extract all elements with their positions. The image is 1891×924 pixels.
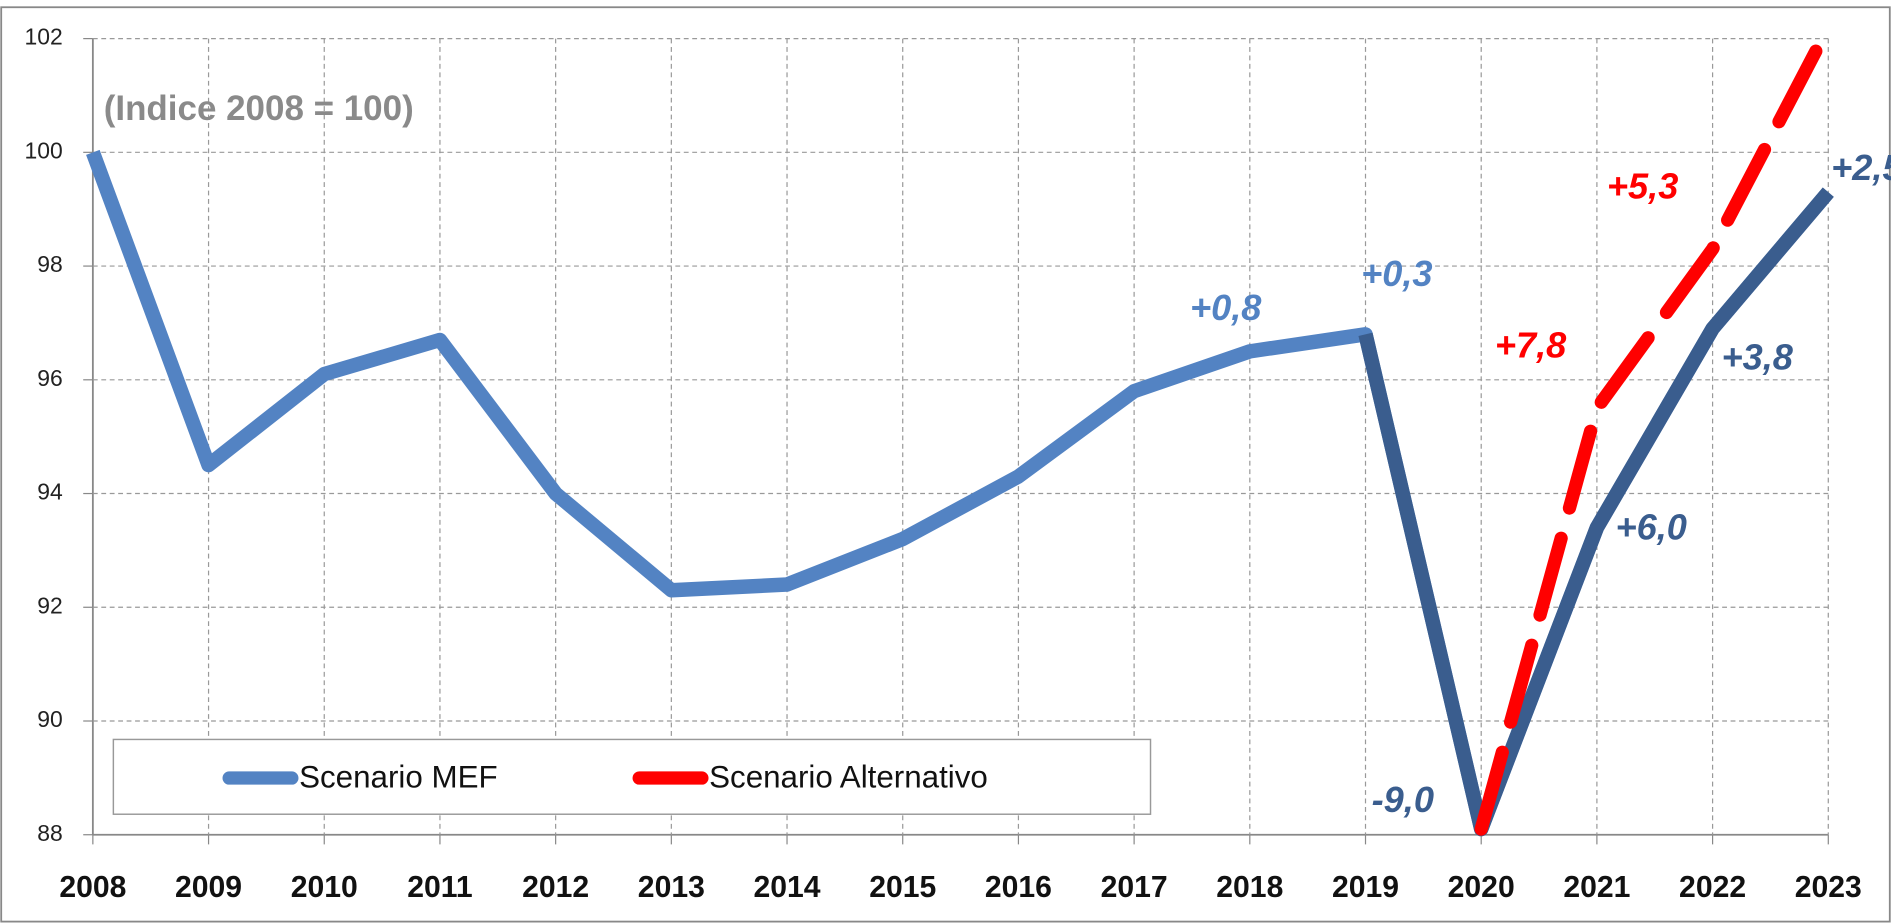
data-label: +2,5: [1831, 147, 1891, 188]
y-tick-label: 88: [37, 820, 62, 846]
y-tick-label: 96: [37, 365, 62, 391]
x-tick-label: 2019: [1332, 871, 1399, 904]
y-tick-label: 102: [24, 24, 62, 50]
data-label: +4,1: [1744, 0, 1815, 1]
legend-label: Scenario MEF: [299, 760, 498, 795]
data-label: +6,0: [1615, 507, 1686, 548]
frame: [0, 6, 1891, 923]
x-tick-label: 2017: [1101, 871, 1168, 904]
data-label: +0,3: [1361, 253, 1432, 294]
x-tick-label: 2008: [59, 871, 126, 904]
x-tick-label: 2012: [522, 871, 589, 904]
data-label: +3,8: [1722, 337, 1794, 378]
data-label: +5,3: [1607, 165, 1678, 206]
x-tick-label: 2020: [1448, 871, 1515, 904]
x-tick-label: 2021: [1563, 871, 1630, 904]
y-tick-label: 98: [37, 251, 62, 277]
y-tick-label: 100: [24, 137, 62, 163]
series-line: [1474, 38, 1830, 836]
y-tick-label: 92: [37, 592, 62, 618]
x-tick-label: 2015: [869, 871, 936, 904]
legend: Scenario MEF Scenario Alternativo: [112, 738, 1152, 815]
x-tick-label: 2013: [638, 871, 705, 904]
x-tick-label: 2022: [1679, 871, 1746, 904]
x-tick-label: 2014: [754, 871, 821, 904]
x-tick-label: 2009: [175, 871, 242, 904]
data-label: +0,8: [1190, 287, 1262, 328]
forecast-segment: [1358, 187, 1834, 837]
y-tick-label: 94: [37, 479, 63, 505]
labels: +0,8 +0,3 -9,0 +6,0 +3,8 +2,5 +7,8 +5,3 +4,1: [1190, 0, 1891, 820]
x-tick-label: 2011: [407, 871, 472, 904]
x-tick-label: 2023: [1795, 871, 1862, 904]
annotation: (Indice 2008 = 100): [104, 89, 414, 128]
legend-label: Scenario Alternativo: [709, 760, 988, 795]
y-tick-label: 90: [37, 706, 62, 732]
x-tick-label: 2016: [985, 871, 1052, 904]
x-tick-label: 2018: [1216, 871, 1283, 904]
data-label: +7,8: [1495, 324, 1567, 365]
plot: [86, 38, 1834, 837]
x-tick-label: 2010: [291, 871, 358, 904]
data-label: -9,0: [1372, 779, 1434, 820]
